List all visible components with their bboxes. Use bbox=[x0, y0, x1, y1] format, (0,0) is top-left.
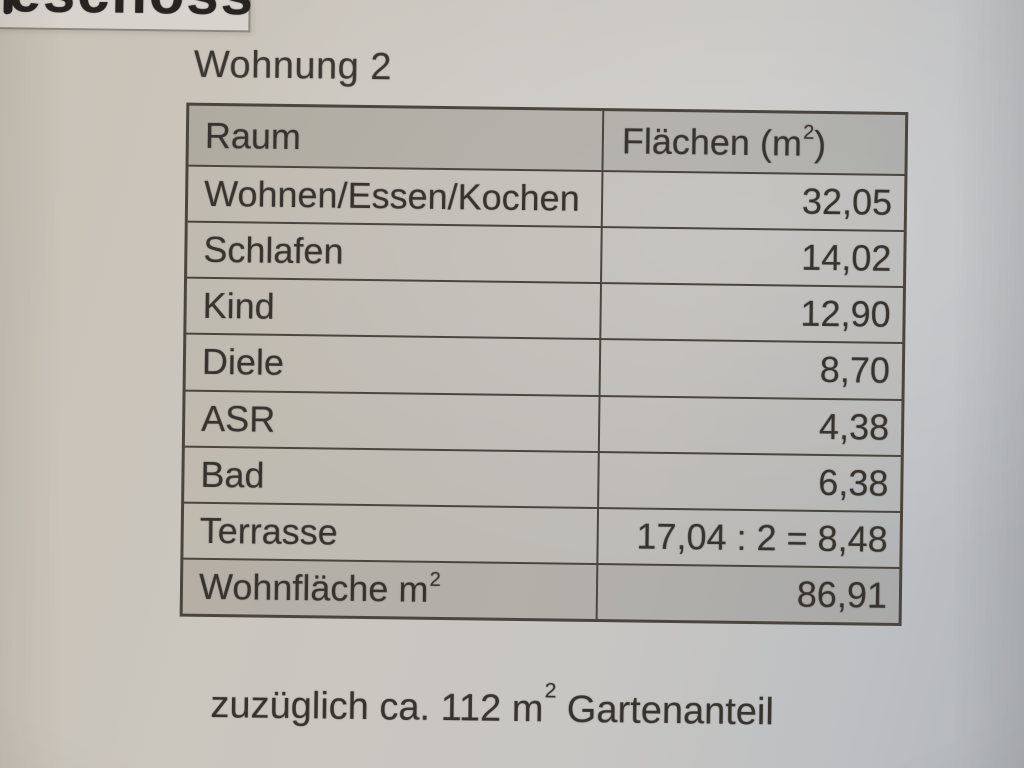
room-cell: Diele bbox=[185, 335, 602, 395]
table-row: Kind 12,90 bbox=[186, 276, 903, 343]
room-cell: Kind bbox=[186, 278, 602, 339]
section-title: Wohnung 2 bbox=[193, 43, 393, 89]
footnote-suffix: Gartenanteil bbox=[556, 688, 775, 734]
table-row: Schlafen 14,02 bbox=[187, 220, 904, 287]
flaechen-label-suffix: ) bbox=[813, 122, 827, 164]
page-heading-fragment: eschoss bbox=[0, 0, 255, 33]
table-row: Terrasse 17,04 : 2 = 8,48 bbox=[183, 501, 901, 567]
room-cell: Bad bbox=[184, 447, 600, 507]
footnote-superscript: 2 bbox=[544, 678, 557, 703]
area-table: Raum Flächen (m 2) Wohnen/Essen/Kochen 32… bbox=[179, 102, 909, 627]
area-cell: 12,90 bbox=[800, 292, 891, 336]
room-cell: Wohnen/Essen/Kochen bbox=[187, 166, 604, 227]
area-cell: 14,02 bbox=[801, 236, 892, 280]
room-cell: ASR bbox=[184, 391, 601, 451]
area-cell: 32,05 bbox=[801, 180, 893, 223]
room-cell: Terrasse bbox=[183, 503, 600, 563]
room-cell: Schlafen bbox=[187, 222, 603, 283]
area-cell: 6,38 bbox=[818, 461, 889, 504]
area-cell: 8,70 bbox=[819, 349, 891, 392]
flaechen-label-text: Flächen (m bbox=[621, 119, 803, 164]
table-row: ASR 4,38 bbox=[184, 389, 902, 455]
heading-fragment-text: eschoss bbox=[8, 0, 255, 28]
table-row: Bad 6,38 bbox=[184, 445, 901, 511]
area-cell: 17,04 : 2 = 8,48 bbox=[636, 515, 888, 560]
area-cell: 4,38 bbox=[818, 405, 890, 448]
area-cell: 86,91 bbox=[796, 573, 888, 616]
table-header-row: Raum Flächen (m 2) bbox=[188, 105, 906, 175]
table-row: Diele 8,70 bbox=[185, 333, 903, 399]
footnote: zuzüglich ca. 112 m2 Gartenanteil bbox=[210, 678, 775, 734]
column-header-flaechen: Flächen (m 2) bbox=[603, 111, 905, 174]
column-header-raum: Raum bbox=[188, 105, 605, 171]
table-row: Wohnen/Essen/Kochen 32,05 bbox=[187, 164, 905, 231]
footnote-text: zuzüglich ca. 112 m bbox=[210, 683, 544, 731]
flaechen-superscript: 2 bbox=[802, 122, 815, 145]
